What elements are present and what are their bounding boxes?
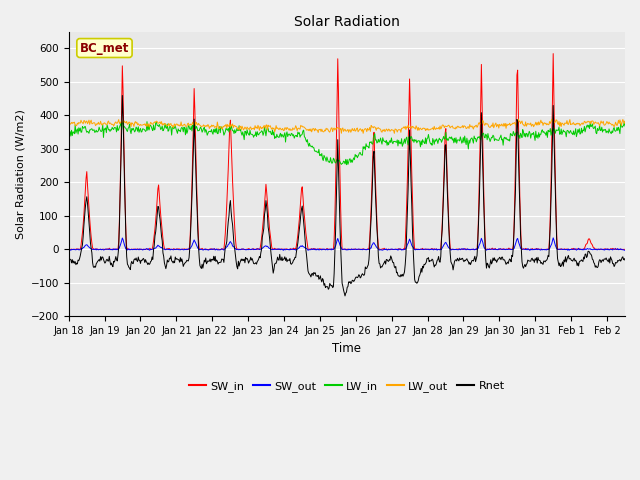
SW_out: [549, 235, 557, 240]
Title: Solar Radiation: Solar Radiation: [294, 15, 400, 29]
Rnet: [437, 253, 445, 259]
Text: BC_met: BC_met: [80, 42, 129, 55]
SW_in: [549, 51, 557, 57]
SW_in: [621, 246, 629, 252]
Line: LW_in: LW_in: [68, 121, 625, 165]
LW_out: [232, 124, 240, 130]
SW_in: [436, 247, 444, 252]
SW_in: [67, 247, 74, 252]
SW_out: [621, 248, 629, 253]
LW_in: [282, 139, 289, 145]
LW_out: [281, 125, 289, 131]
Rnet: [621, 257, 629, 263]
Rnet: [65, 254, 72, 260]
SW_out: [65, 246, 72, 252]
Rnet: [131, 256, 138, 262]
LW_in: [260, 124, 268, 130]
LW_out: [130, 124, 138, 130]
SW_in: [282, 246, 289, 252]
SW_out: [260, 244, 268, 250]
SW_in: [260, 202, 268, 208]
Rnet: [341, 293, 349, 299]
LW_in: [406, 136, 413, 142]
SW_in: [65, 246, 72, 252]
Rnet: [260, 212, 268, 217]
Rnet: [233, 264, 241, 270]
SW_out: [281, 247, 289, 252]
Rnet: [282, 258, 289, 264]
SW_in: [131, 246, 138, 252]
LW_in: [342, 162, 350, 168]
Rnet: [118, 93, 126, 98]
SW_in: [405, 111, 413, 117]
Y-axis label: Solar Radiation (W/m2): Solar Radiation (W/m2): [15, 109, 25, 239]
LW_in: [130, 127, 138, 133]
LW_out: [515, 116, 522, 122]
SW_in: [233, 246, 241, 252]
Rnet: [406, 127, 413, 133]
Line: SW_out: SW_out: [68, 238, 625, 251]
Line: Rnet: Rnet: [68, 96, 625, 296]
SW_out: [232, 247, 240, 252]
LW_in: [143, 119, 151, 124]
SW_out: [130, 247, 138, 252]
Legend: SW_in, SW_out, LW_in, LW_out, Rnet: SW_in, SW_out, LW_in, LW_out, Rnet: [184, 377, 509, 396]
LW_out: [436, 123, 444, 129]
Line: LW_out: LW_out: [68, 119, 625, 133]
LW_in: [437, 137, 445, 143]
SW_out: [435, 247, 443, 252]
LW_out: [621, 118, 629, 124]
Line: SW_in: SW_in: [68, 54, 625, 250]
LW_in: [233, 126, 241, 132]
LW_out: [260, 123, 268, 129]
SW_out: [404, 240, 412, 246]
LW_out: [405, 125, 413, 131]
LW_in: [621, 123, 629, 129]
LW_in: [65, 128, 72, 134]
LW_out: [359, 131, 367, 136]
X-axis label: Time: Time: [332, 342, 362, 355]
LW_out: [65, 122, 72, 128]
